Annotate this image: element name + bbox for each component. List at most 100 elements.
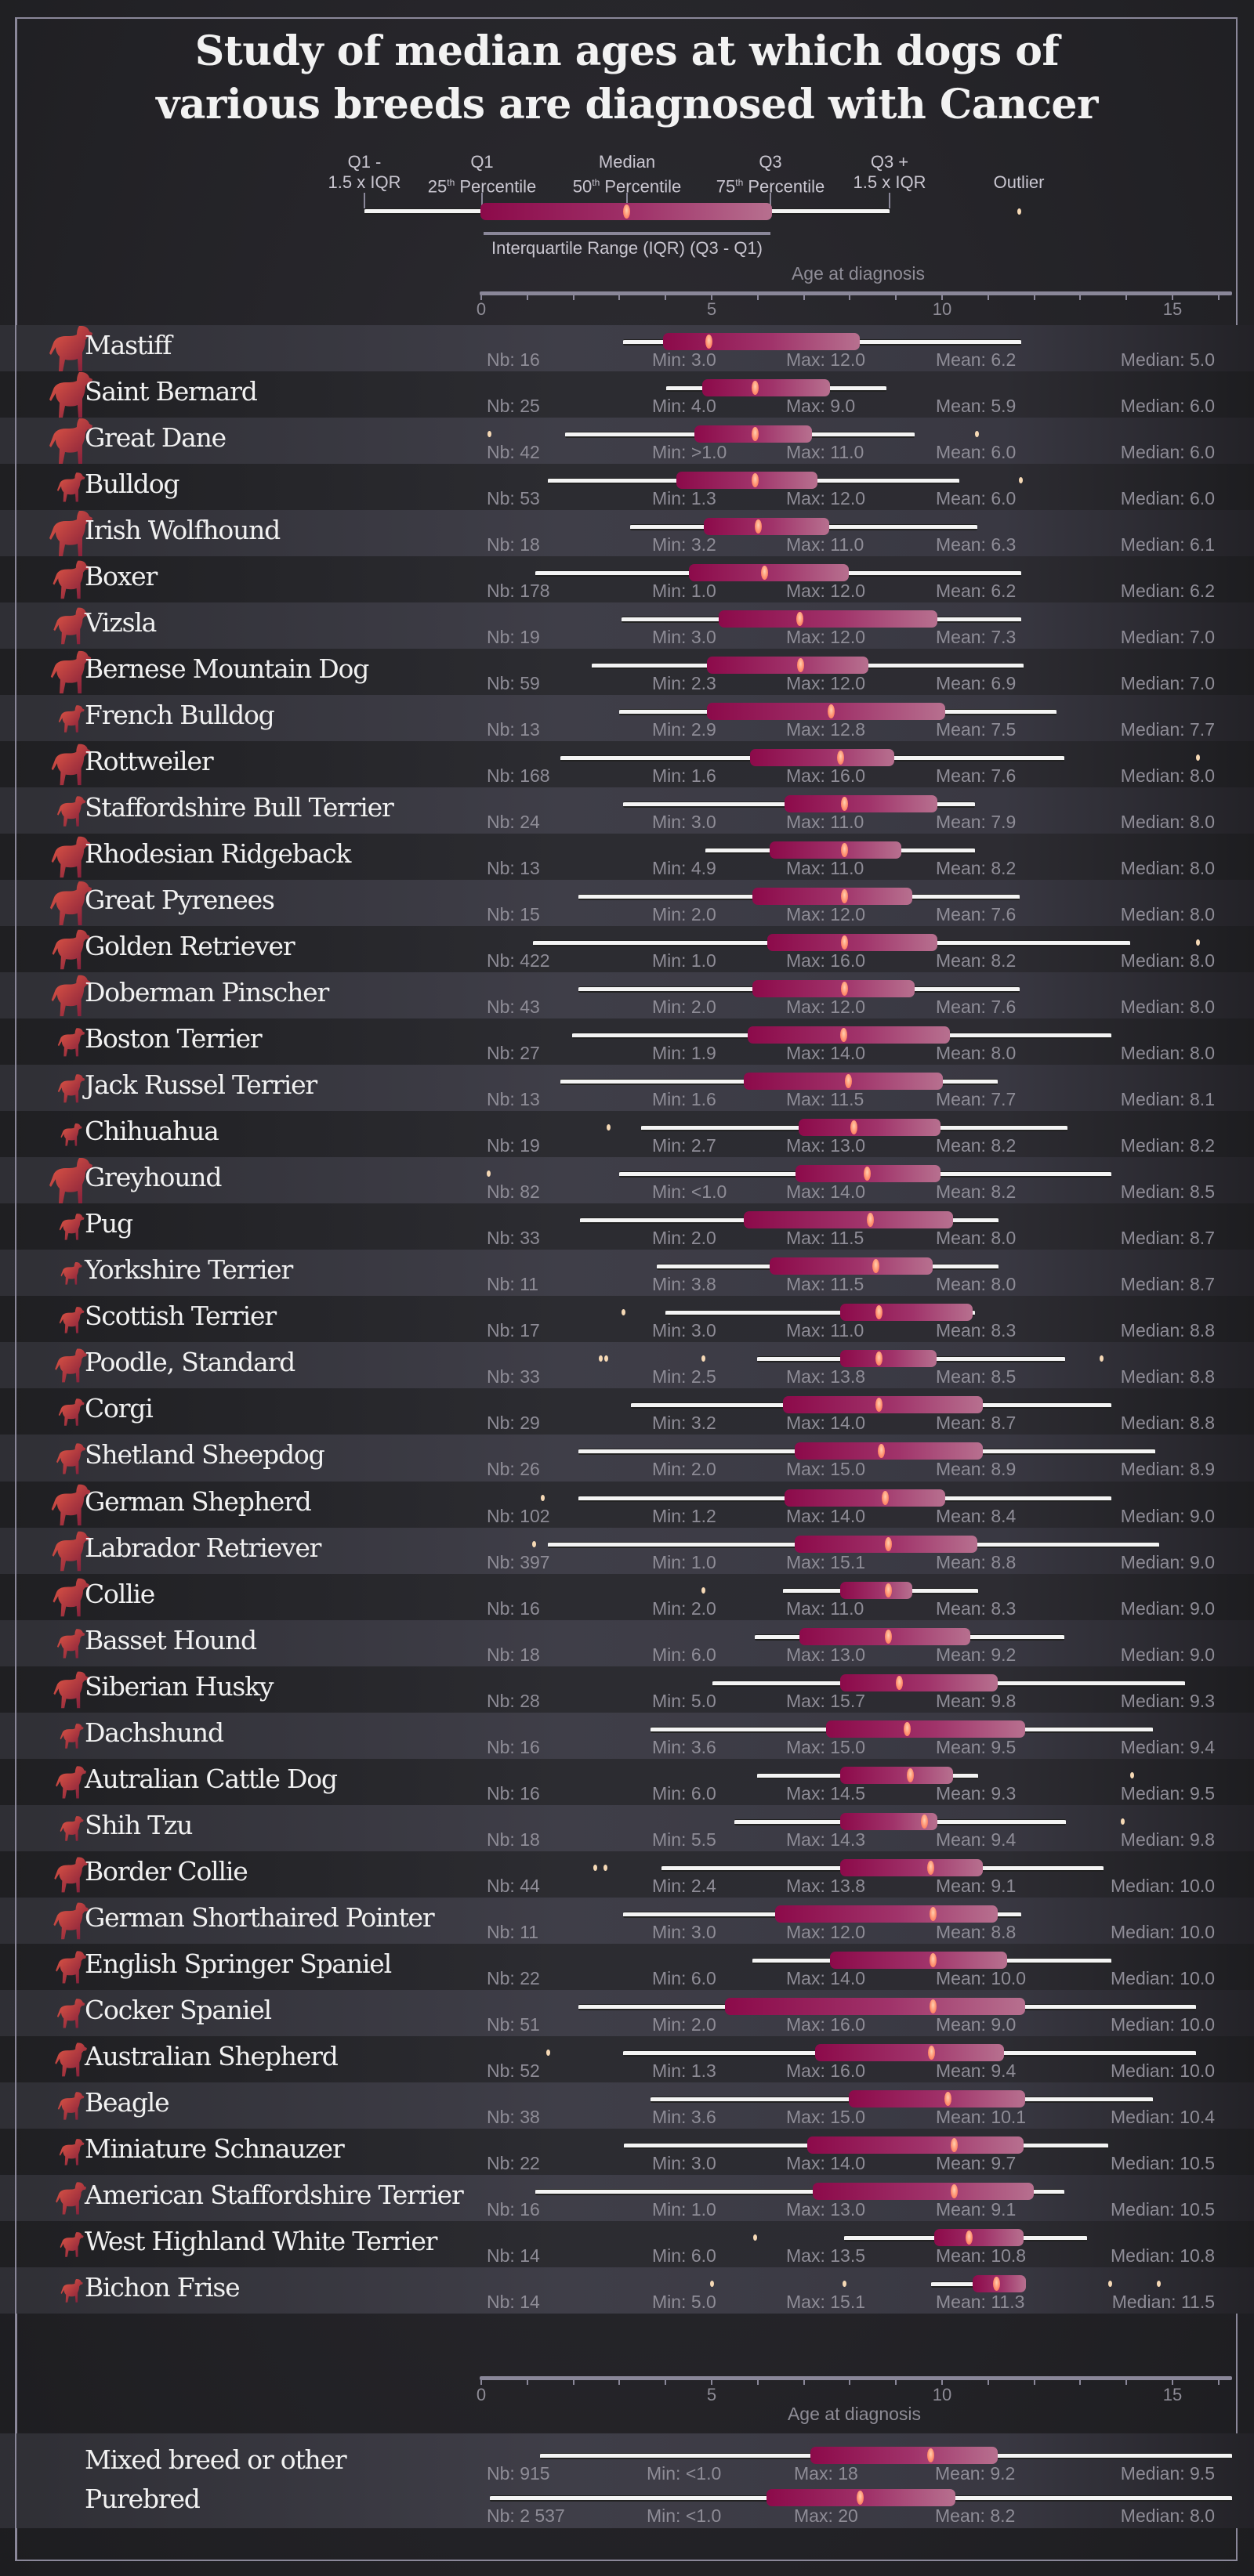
nb-stat-label: Nb: xyxy=(487,1228,520,1249)
nb-stat-value: 82 xyxy=(520,1181,540,1203)
max-stat-label: Max: xyxy=(786,534,831,555)
table-row: Boxer Nb: 178 Min: 1.0 Max: 12.0 Mean: 6.2 Me… xyxy=(0,556,1254,603)
min-stat-value: 2.0 xyxy=(690,1228,716,1249)
max-stat-value: 11.0 xyxy=(830,442,864,463)
median-stat-value: 10.5 xyxy=(1180,2198,1215,2220)
median-stat: Median: 9.0 xyxy=(1121,1598,1215,1619)
min-stat: Min: 1.9 xyxy=(652,1043,716,1064)
mean-stat: Mean: 8.2 xyxy=(935,2505,1015,2527)
mean-stat: Mean: 9.7 xyxy=(936,2153,1016,2174)
breed-name: Rottweiler xyxy=(85,746,214,777)
max-stat: Max: 14.0 xyxy=(786,1413,865,1434)
median-stat-label: Median: xyxy=(1120,1459,1191,1480)
breed-name: Border Collie xyxy=(85,1855,248,1887)
summary-row: Mixed breed or other Nb: 915 Min: <1.0 Max:… xyxy=(0,2433,1254,2484)
mean-stat: Mean: 7.9 xyxy=(936,812,1016,833)
mean-stat: Mean: 5.9 xyxy=(936,396,1016,417)
median-marker xyxy=(929,1906,937,1921)
max-stat-value: 16.0 xyxy=(830,765,865,787)
min-stat: Min: 2.0 xyxy=(652,1459,716,1480)
mean-stat: Mean: 8.8 xyxy=(936,1922,1016,1943)
median-stat-label: Median: xyxy=(1111,1921,1180,1942)
mean-stat: Mean: 9.4 xyxy=(936,2060,1016,2082)
axis-tick xyxy=(987,2379,989,2385)
nb-stat: Nb: 15 xyxy=(487,904,540,925)
legend-q1-sub: 25th Percentile xyxy=(428,172,536,197)
median-marker xyxy=(882,1490,890,1505)
breed-name: Australian Shepherd xyxy=(85,2040,339,2071)
median-marker xyxy=(839,1028,847,1043)
nb-stat-value: 27 xyxy=(520,1043,540,1064)
nb-stat-value: 13 xyxy=(520,719,540,740)
median-stat: Median: 8.7 xyxy=(1121,1228,1215,1249)
max-stat: Max: 13.8 xyxy=(786,1876,865,1897)
min-stat: Min: 1.3 xyxy=(652,488,716,509)
mean-stat-value: 9.1 xyxy=(991,1875,1017,1896)
min-stat-value: 3.8 xyxy=(690,1274,716,1295)
breed-name: Jack Russel Terrier xyxy=(85,1069,317,1101)
dog-silhouette-icon xyxy=(49,1483,95,1527)
median-stat-label: Median: xyxy=(1120,950,1191,971)
max-stat-value: 13.0 xyxy=(830,2198,865,2220)
nb-stat-value: 16 xyxy=(520,1736,540,1757)
min-stat-label: Min: xyxy=(652,1089,691,1110)
min-stat: Min: 2.0 xyxy=(652,997,716,1018)
nb-stat: Nb: 11 xyxy=(487,1922,538,1943)
median-marker xyxy=(840,935,848,950)
legend-q3-plus-label: Q3 + xyxy=(870,152,909,172)
breed-name: Staffordshire Bull Terrier xyxy=(85,792,394,823)
mean-stat-label: Mean: xyxy=(936,488,991,509)
nb-stat-label: Nb: xyxy=(487,1043,520,1064)
dog-silhouette-icon xyxy=(48,880,96,927)
median-stat: Median: 8.0 xyxy=(1121,950,1215,971)
table-row: Collie Nb: 16 Min: 2.0 Max: 11.0 Mean: 8.3 Me… xyxy=(0,1573,1254,1621)
min-stat: Min: 3.0 xyxy=(652,349,716,371)
max-stat-value: 14.0 xyxy=(830,1413,865,1434)
legend-q3-sub: 75th Percentile xyxy=(716,172,825,197)
nb-stat: Nb: 38 xyxy=(487,2107,540,2128)
max-stat: Max: 14.3 xyxy=(786,1829,865,1851)
mean-stat-label: Mean: xyxy=(936,1181,991,1203)
min-stat-value: 2.0 xyxy=(690,997,716,1018)
median-stat-label: Median: xyxy=(1120,2463,1191,2484)
median-stat-label: Median: xyxy=(1120,997,1191,1018)
median-marker xyxy=(926,1860,934,1875)
iqr-box xyxy=(689,564,850,582)
min-stat-label: Min: xyxy=(652,2013,691,2035)
median-marker xyxy=(840,797,848,812)
nb-stat: Nb: 44 xyxy=(487,1876,540,1897)
mean-stat-label: Mean: xyxy=(936,858,991,879)
mean-stat: Mean: 10.0 xyxy=(936,1968,1026,1989)
nb-stat-value: 19 xyxy=(520,627,540,648)
max-stat-label: Max: xyxy=(786,997,831,1018)
max-stat-value: 13.0 xyxy=(830,1644,865,1665)
min-stat-label: Min: xyxy=(652,2291,691,2312)
outlier-dot xyxy=(604,1355,609,1362)
dog-silhouette-icon xyxy=(50,1530,94,1572)
max-stat: Max: 11.0 xyxy=(786,442,864,463)
max-stat-value: 15.0 xyxy=(830,1736,865,1757)
max-stat-value: 14.0 xyxy=(830,2152,865,2173)
median-marker xyxy=(928,2045,936,2060)
mean-stat-value: 8.2 xyxy=(991,1181,1017,1203)
median-stat: Median: 9.3 xyxy=(1121,1691,1215,1712)
max-stat-label: Max: xyxy=(786,1459,831,1480)
max-stat: Max: 11.0 xyxy=(786,812,864,833)
median-marker xyxy=(896,1675,904,1690)
median-stat-value: 7.7 xyxy=(1190,719,1215,740)
breed-name: French Bulldog xyxy=(85,700,275,731)
outlier-dot xyxy=(487,431,491,438)
mean-stat-label: Mean: xyxy=(936,581,991,602)
median-stat: Median: 5.0 xyxy=(1121,349,1215,371)
mean-stat-value: 8.0 xyxy=(991,1043,1017,1064)
nb-stat-value: 178 xyxy=(520,581,550,602)
mean-stat-label: Mean: xyxy=(936,1551,991,1572)
axis-tick xyxy=(1033,294,1035,300)
iqr-box xyxy=(707,657,868,675)
median-stat: Median: 6.0 xyxy=(1121,488,1215,509)
table-row: Boston Terrier Nb: 27 Min: 1.9 Max: 14.0 Mea… xyxy=(0,1018,1254,1065)
outlier-dot xyxy=(541,1494,545,1501)
outlier-dot xyxy=(606,1124,611,1131)
min-stat-label: Min: xyxy=(652,1135,691,1156)
median-marker xyxy=(872,1259,879,1274)
